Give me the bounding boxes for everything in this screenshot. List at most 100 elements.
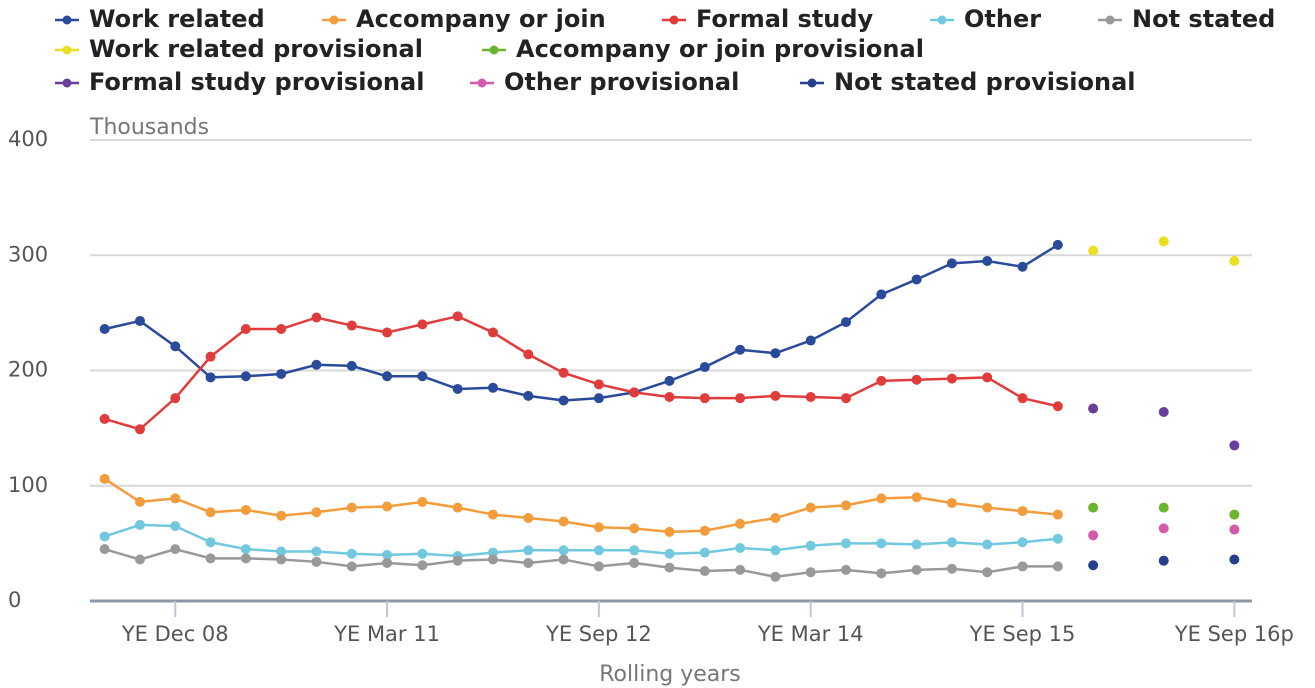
data-point — [99, 473, 110, 484]
data-point — [311, 556, 322, 567]
data-point — [629, 545, 640, 556]
data-point — [911, 564, 922, 575]
data-point — [134, 496, 145, 507]
data-point — [982, 539, 993, 550]
series-line — [103, 477, 1058, 534]
data-point — [1017, 393, 1028, 404]
data-point — [134, 424, 145, 435]
data-point — [593, 379, 604, 390]
data-point — [205, 507, 216, 518]
data-point — [523, 557, 534, 568]
data-point — [417, 496, 428, 507]
data-point — [558, 545, 569, 556]
data-point — [770, 390, 781, 401]
data-point — [1158, 406, 1169, 417]
data-point — [1088, 245, 1099, 256]
data-point — [735, 564, 746, 575]
legend-dot — [937, 15, 947, 25]
data-point — [170, 544, 181, 555]
data-point — [664, 526, 675, 537]
data-point — [417, 548, 428, 559]
data-point — [735, 393, 746, 404]
data-point — [1017, 537, 1028, 548]
data-point — [276, 324, 287, 335]
legend-dot — [489, 45, 499, 55]
data-point — [1229, 256, 1240, 267]
data-point — [240, 504, 251, 515]
series-line — [104, 547, 1058, 579]
data-point — [664, 548, 675, 559]
data-point — [770, 545, 781, 556]
data-point — [664, 375, 675, 386]
x-tick-label: YE Mar 14 — [757, 622, 864, 646]
data-point — [170, 521, 181, 532]
data-point — [1158, 523, 1169, 534]
y-tick-label: 100 — [8, 473, 48, 497]
data-point — [699, 547, 710, 558]
data-point — [593, 561, 604, 572]
data-point — [664, 562, 675, 573]
data-point — [558, 554, 569, 565]
data-point — [311, 359, 322, 370]
data-point — [382, 327, 393, 338]
data-point — [876, 538, 887, 549]
data-point — [735, 542, 746, 553]
series-line — [104, 243, 1059, 402]
data-point — [417, 371, 428, 382]
data-point — [276, 510, 287, 521]
series-line — [104, 523, 1058, 558]
data-point — [982, 502, 993, 513]
data-point — [99, 531, 110, 542]
data-point — [593, 545, 604, 556]
data-point — [805, 540, 816, 551]
data-point — [629, 557, 640, 568]
data-point — [240, 324, 251, 335]
series-line — [104, 315, 1059, 431]
data-point — [911, 274, 922, 285]
data-point — [805, 567, 816, 578]
data-point — [946, 563, 957, 574]
data-point — [276, 368, 287, 379]
data-point — [593, 522, 604, 533]
data-point — [1052, 239, 1063, 250]
data-point — [1229, 524, 1240, 535]
legend-dot — [62, 45, 72, 55]
legend-label: Formal study provisional — [89, 68, 424, 96]
data-point — [1088, 403, 1099, 414]
data-point — [276, 546, 287, 557]
data-point — [346, 502, 357, 513]
data-point — [911, 492, 922, 503]
data-point — [346, 561, 357, 572]
data-point — [523, 545, 534, 556]
data-point — [841, 538, 852, 549]
data-point — [134, 315, 145, 326]
legend-dot — [477, 78, 487, 88]
data-point — [770, 348, 781, 359]
data-point — [311, 312, 322, 323]
data-point — [664, 392, 675, 403]
legend-label: Accompany or join provisional — [516, 35, 924, 63]
data-point — [1017, 506, 1028, 517]
data-point — [311, 546, 322, 557]
data-point — [876, 375, 887, 386]
x-tick-label: YE Sep 12 — [545, 622, 652, 646]
data-point — [841, 393, 852, 404]
data-point — [417, 560, 428, 571]
data-point — [99, 544, 110, 555]
data-point — [982, 372, 993, 383]
data-point — [629, 387, 640, 398]
data-point — [205, 351, 216, 362]
data-point — [205, 372, 216, 383]
data-point — [99, 324, 110, 335]
data-point — [1052, 533, 1063, 544]
data-point — [205, 537, 216, 548]
data-point — [558, 395, 569, 406]
data-point — [558, 516, 569, 527]
data-point — [629, 523, 640, 534]
data-point — [1088, 502, 1099, 513]
legend-label: Work related provisional — [89, 35, 423, 63]
data-point — [735, 344, 746, 355]
data-point — [770, 571, 781, 582]
data-point — [205, 553, 216, 564]
